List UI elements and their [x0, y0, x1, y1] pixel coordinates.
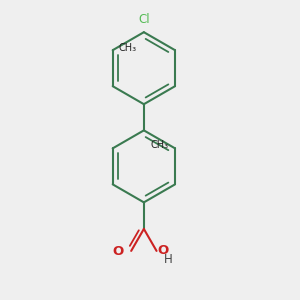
- Text: Cl: Cl: [138, 13, 150, 26]
- Text: O: O: [112, 245, 124, 258]
- Text: H: H: [164, 254, 173, 266]
- Text: O: O: [158, 244, 169, 257]
- Text: CH₃: CH₃: [119, 43, 137, 53]
- Text: CH₃: CH₃: [151, 140, 169, 150]
